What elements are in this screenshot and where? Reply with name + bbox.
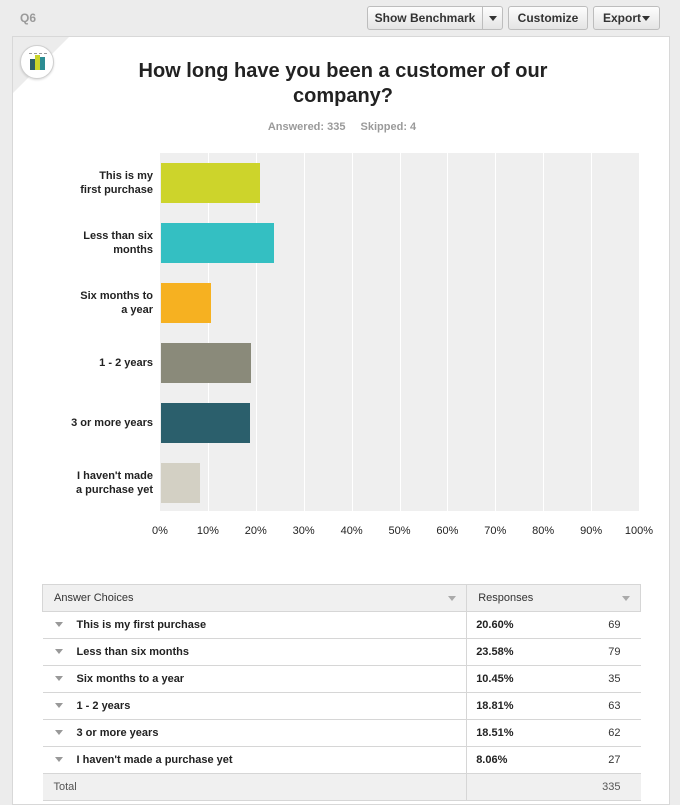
row-expand-icon[interactable] [54, 622, 63, 628]
answer-choices-header[interactable]: Answer Choices [41, 584, 468, 612]
table-row: 1 - 2 years 18.81% 63 [42, 692, 641, 720]
x-tick-label: 80% [532, 525, 555, 537]
response-count: 35 [556, 665, 641, 693]
show-benchmark-button[interactable]: Show Benchmark [367, 6, 483, 30]
gridline [447, 153, 449, 511]
response-count: 79 [556, 638, 641, 666]
customize-button[interactable]: Customize [508, 6, 588, 30]
export-button-label: Export [603, 11, 642, 25]
sort-icon[interactable] [622, 596, 630, 601]
chevron-down-icon [488, 15, 497, 21]
category-label-line: a purchase yet [75, 484, 153, 496]
question-title: How long have you been a customer of our… [138, 60, 548, 107]
gridline [351, 153, 353, 511]
row-expand-icon[interactable] [54, 757, 63, 763]
row-expand-icon[interactable] [54, 676, 63, 682]
answer-choice-label: Six months to a year [76, 673, 185, 685]
export-button[interactable]: Export [593, 6, 660, 30]
category-label-line: I haven't made [77, 470, 153, 482]
category-label-line: a year [121, 304, 153, 316]
category-label: Six months to a year [13, 289, 153, 317]
bar[interactable] [161, 463, 200, 503]
answer-choice-label: 3 or more years [76, 727, 159, 739]
skipped-count: Skipped: 4 [360, 121, 417, 133]
chevron-down-icon [642, 16, 650, 21]
response-bar-chart: 0% 10% 20% 30% 40% 50% 60% 70% 80% 90% 100% This is… [13, 147, 671, 547]
response-percent: 20.60% [466, 611, 557, 639]
answered-count: Answered: 335 [267, 121, 346, 133]
table-row: 3 or more years 18.51% 62 [42, 719, 641, 747]
response-percent: 18.81% [466, 692, 557, 720]
category-label-line: Less than six [83, 230, 153, 242]
question-panel: How long have you been a customer of our… [12, 36, 670, 805]
question-toolbar: Q6 Show Benchmark Customize Export [0, 0, 680, 36]
category-label: This is my first purchase [13, 169, 153, 197]
table-row: Six months to a year 10.45% 35 [42, 665, 641, 693]
category-label: 1 - 2 years [13, 356, 153, 370]
bar[interactable] [161, 283, 212, 323]
gridline [495, 153, 497, 511]
category-label-line: 1 - 2 years [99, 357, 153, 369]
benchmark-dropdown-button[interactable] [482, 6, 503, 30]
gridline [399, 153, 401, 511]
bar[interactable] [161, 343, 252, 383]
response-count: 63 [556, 692, 641, 720]
response-count: 27 [556, 746, 641, 774]
category-label-line: 3 or more years [71, 417, 153, 429]
row-expand-icon[interactable] [54, 730, 63, 736]
bar[interactable] [161, 163, 260, 203]
x-tick-label: 100% [624, 525, 654, 537]
response-percent: 8.06% [466, 746, 557, 774]
response-percent: 10.45% [466, 665, 557, 693]
x-tick-label: 60% [436, 525, 459, 537]
x-tick-label: 50% [388, 525, 411, 537]
category-label-line: first purchase [80, 184, 153, 196]
x-tick-label: 20% [244, 525, 267, 537]
bar[interactable] [161, 403, 250, 443]
response-count: 62 [556, 719, 641, 747]
answer-choice-label: I haven't made a purchase yet [76, 754, 233, 766]
table-row: I haven't made a purchase yet 8.06% 27 [42, 746, 641, 774]
bar-chart-icon[interactable] [20, 45, 54, 79]
response-count: 69 [556, 611, 641, 639]
gridline [591, 153, 593, 511]
gridline [639, 153, 640, 511]
x-tick-label: 30% [292, 525, 315, 537]
x-tick-label: 10% [196, 525, 219, 537]
x-tick-label: 40% [340, 525, 363, 537]
question-number: Q6 [20, 11, 37, 25]
category-label-line: This is my [99, 170, 153, 182]
responses-table: Answer Choices Responses This is my firs… [41, 584, 641, 801]
gridline [255, 153, 257, 511]
responses-header[interactable]: Responses [466, 584, 641, 612]
total-count: 335 [556, 773, 641, 801]
sort-icon[interactable] [448, 596, 457, 601]
category-label-line: months [113, 244, 153, 256]
x-tick-label: 70% [484, 525, 507, 537]
gridline [207, 153, 209, 511]
response-percent: 18.51% [466, 719, 557, 747]
answer-choice-label: 1 - 2 years [76, 700, 131, 712]
row-expand-icon[interactable] [54, 703, 63, 709]
category-label: 3 or more years [13, 416, 153, 430]
bar[interactable] [161, 223, 274, 263]
response-stats: Answered: 335 Skipped: 4 [13, 121, 671, 133]
category-label: I haven't made a purchase yet [13, 469, 153, 497]
x-tick-label: 0% [152, 525, 168, 537]
table-row: Less than six months 23.58% 79 [42, 638, 641, 666]
category-label: Less than six months [13, 229, 153, 257]
response-percent: 23.58% [466, 638, 557, 666]
total-row: Total 335 [42, 773, 641, 801]
answer-choice-label: Less than six months [76, 646, 189, 658]
answer-choice-label: This is my first purchase [76, 619, 207, 631]
row-expand-icon[interactable] [54, 649, 63, 655]
total-label: Total [42, 773, 468, 801]
gridline [303, 153, 305, 511]
category-label-line: Six months to [80, 290, 153, 302]
x-tick-label: 90% [580, 525, 603, 537]
table-row: This is my first purchase 20.60% 69 [42, 611, 641, 639]
gridline [543, 153, 545, 511]
